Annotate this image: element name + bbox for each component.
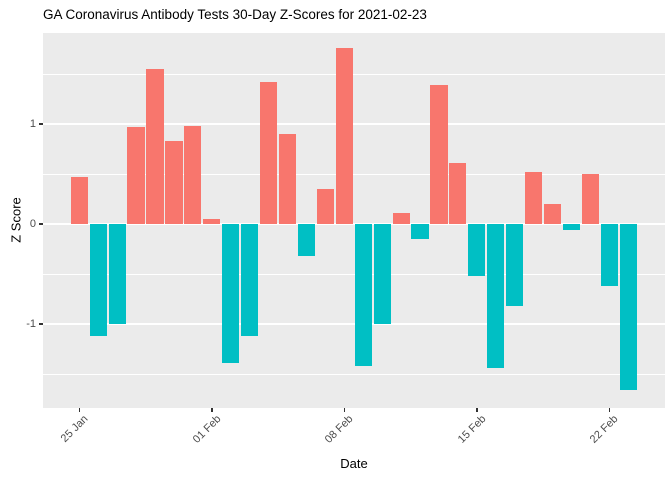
bar bbox=[373, 224, 391, 324]
bar bbox=[506, 224, 524, 306]
minor-gridline bbox=[43, 373, 665, 375]
bar bbox=[487, 224, 505, 368]
minor-gridline bbox=[43, 73, 665, 75]
bar bbox=[108, 224, 126, 324]
y-tick-mark bbox=[39, 323, 43, 325]
bar bbox=[543, 204, 562, 224]
x-tick-label: 15 Feb bbox=[455, 413, 489, 446]
bar bbox=[600, 224, 618, 286]
minor-gridline bbox=[43, 273, 665, 275]
bar bbox=[146, 69, 164, 224]
bar bbox=[127, 127, 145, 224]
x-tick-label: 22 Feb bbox=[588, 413, 621, 446]
major-gridline bbox=[43, 223, 665, 225]
bar bbox=[222, 224, 240, 363]
bar bbox=[354, 224, 372, 366]
bar bbox=[278, 134, 297, 224]
bar bbox=[241, 224, 259, 336]
bar bbox=[316, 189, 334, 224]
x-tick-mark bbox=[343, 408, 346, 412]
bar bbox=[165, 141, 183, 224]
plot-panel bbox=[43, 33, 665, 408]
y-tick-label: 1 bbox=[29, 117, 36, 130]
chart-title: GA Coronavirus Antibody Tests 30-Day Z-S… bbox=[43, 7, 427, 22]
x-tick-label: 25 Jan bbox=[58, 413, 91, 445]
y-tick-mark bbox=[39, 223, 43, 225]
bar bbox=[619, 224, 637, 390]
bar bbox=[525, 172, 543, 224]
bar bbox=[335, 48, 353, 224]
x-tick-label: 01 Feb bbox=[190, 413, 224, 446]
bar bbox=[70, 177, 88, 224]
bar bbox=[581, 174, 599, 224]
x-tick-mark bbox=[608, 408, 611, 412]
bar bbox=[203, 219, 221, 224]
bar bbox=[89, 224, 107, 336]
bar bbox=[297, 224, 316, 256]
bar bbox=[449, 163, 467, 224]
major-gridline bbox=[43, 323, 665, 325]
x-tick-mark bbox=[78, 408, 81, 412]
major-gridline bbox=[43, 123, 665, 125]
y-tick-label: 0 bbox=[29, 217, 36, 230]
bar bbox=[184, 126, 202, 224]
bar bbox=[430, 85, 448, 224]
x-tick-mark bbox=[476, 408, 478, 412]
bar bbox=[392, 213, 410, 224]
bar bbox=[411, 224, 429, 239]
y-tick-mark bbox=[39, 123, 43, 125]
bar bbox=[562, 224, 581, 230]
y-tick-label: -1 bbox=[26, 317, 36, 330]
x-axis-title: Date bbox=[340, 456, 368, 471]
minor-gridline bbox=[43, 173, 665, 175]
x-tick-mark bbox=[211, 408, 213, 412]
bar bbox=[260, 82, 278, 224]
bar bbox=[468, 224, 486, 276]
